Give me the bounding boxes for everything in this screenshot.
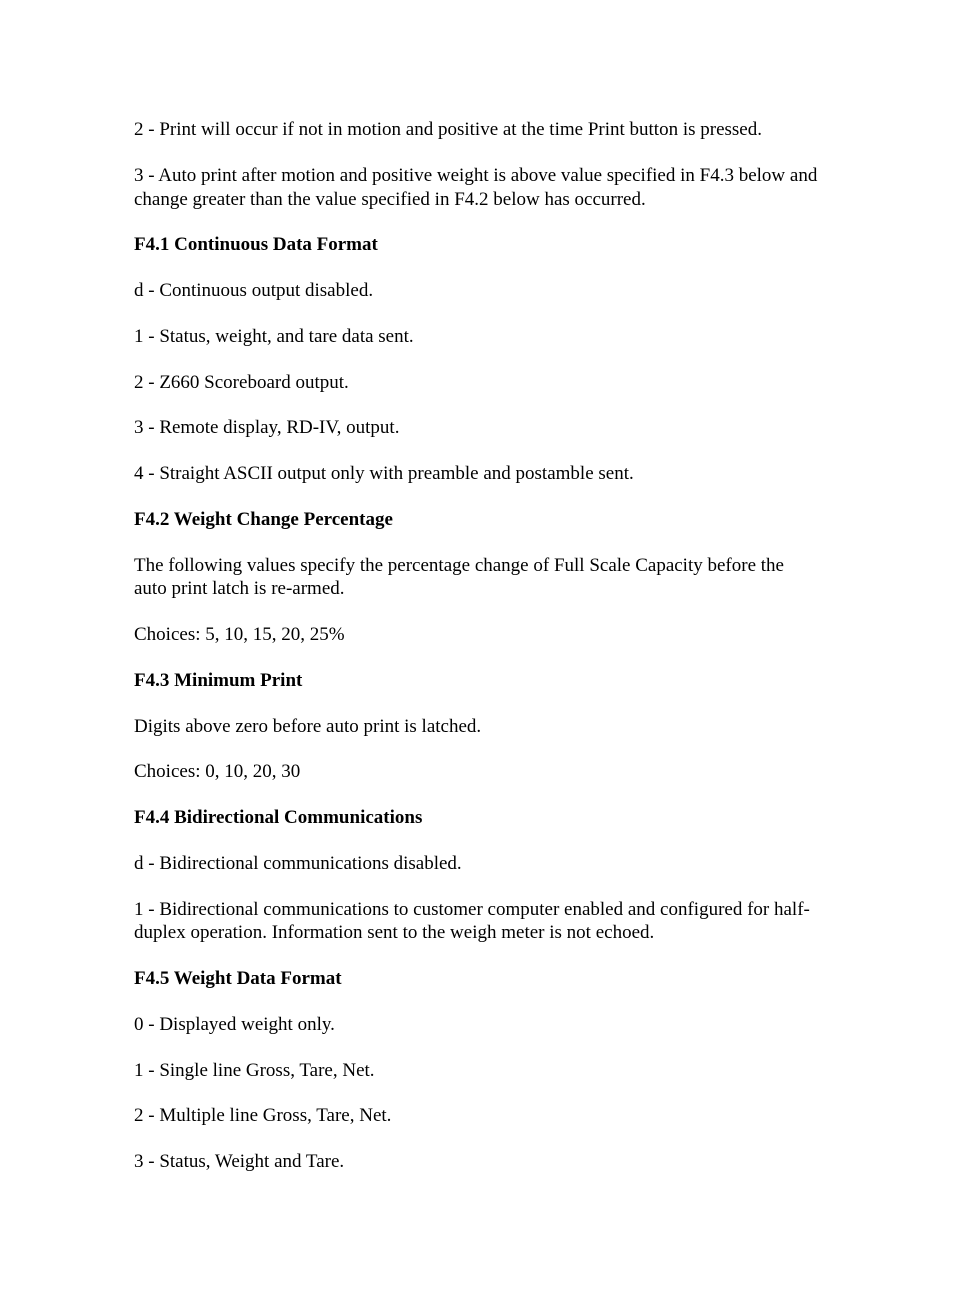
intro-para-1: 2 - Print will occur if not in motion an… (134, 118, 820, 142)
f4-1-item-d: d - Continuous output disabled. (134, 279, 820, 303)
f4-2-choices: Choices: 5, 10, 15, 20, 25% (134, 623, 820, 647)
heading-f4-3: F4.3 Minimum Print (134, 669, 820, 693)
f4-3-choices: Choices: 0, 10, 20, 30 (134, 760, 820, 784)
f4-1-item-3: 3 - Remote display, RD-IV, output. (134, 416, 820, 440)
f4-5-item-2: 2 - Multiple line Gross, Tare, Net. (134, 1104, 820, 1128)
heading-f4-2: F4.2 Weight Change Percentage (134, 508, 820, 532)
f4-5-item-1: 1 - Single line Gross, Tare, Net. (134, 1059, 820, 1083)
f4-1-item-1: 1 - Status, weight, and tare data sent. (134, 325, 820, 349)
heading-f4-4: F4.4 Bidirectional Communications (134, 806, 820, 830)
f4-5-item-0: 0 - Displayed weight only. (134, 1013, 820, 1037)
f4-1-item-4: 4 - Straight ASCII output only with prea… (134, 462, 820, 486)
intro-para-2: 3 - Auto print after motion and positive… (134, 164, 820, 212)
f4-3-desc: Digits above zero before auto print is l… (134, 715, 820, 739)
f4-4-item-d: d - Bidirectional communications disable… (134, 852, 820, 876)
heading-f4-1: F4.1 Continuous Data Format (134, 233, 820, 257)
f4-5-item-3: 3 - Status, Weight and Tare. (134, 1150, 820, 1174)
f4-1-item-2: 2 - Z660 Scoreboard output. (134, 371, 820, 395)
heading-f4-5: F4.5 Weight Data Format (134, 967, 820, 991)
f4-4-item-1: 1 - Bidirectional communications to cust… (134, 898, 820, 946)
f4-2-desc: The following values specify the percent… (134, 554, 820, 602)
